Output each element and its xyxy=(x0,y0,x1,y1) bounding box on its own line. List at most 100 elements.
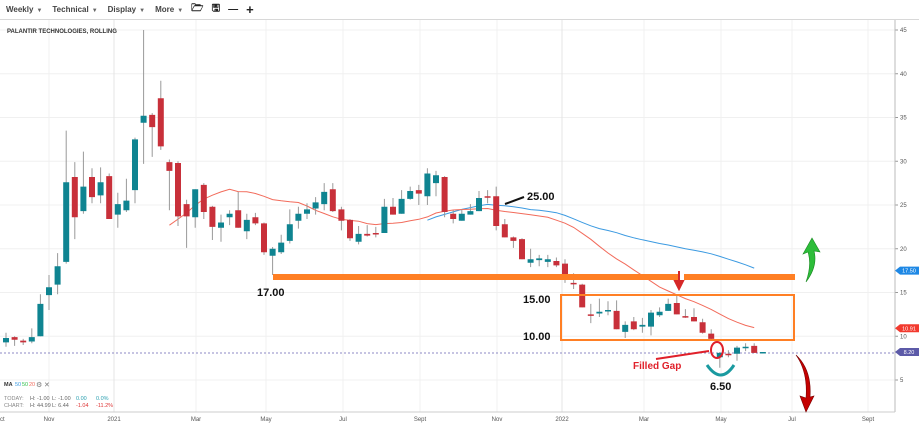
chevron-down-icon: ▼ xyxy=(36,8,43,14)
candle-up xyxy=(355,233,362,242)
support-label: 17.00 xyxy=(257,287,285,299)
x-tick-label: Sept xyxy=(862,417,875,423)
box-bottom-label: 10.00 xyxy=(523,331,551,343)
ma-period: 50 xyxy=(22,382,28,388)
x-tick-label: Nov xyxy=(492,417,503,423)
menu-weekly[interactable]: Weekly ▼ xyxy=(6,5,42,14)
zoom-out-icon[interactable]: — xyxy=(228,4,239,15)
box-top-label: 15.00 xyxy=(523,294,551,306)
filled-gap-label: Filled Gap xyxy=(633,361,681,372)
candle-down xyxy=(157,98,164,147)
candle-up xyxy=(140,115,147,123)
candle-up xyxy=(63,182,70,262)
candle-down xyxy=(71,177,78,218)
candle-up xyxy=(527,259,534,263)
candle-down xyxy=(699,322,706,333)
gap-pointer xyxy=(655,350,710,360)
candle-down xyxy=(338,209,345,221)
arrow-down-icon xyxy=(795,354,815,413)
candle-up xyxy=(742,346,749,349)
today-high: H: -1.00 xyxy=(30,396,50,402)
arrow-up-icon xyxy=(802,237,821,283)
folder-icon[interactable]: 🗁 xyxy=(191,3,204,14)
ma-period: 50 xyxy=(15,382,21,388)
menu-display[interactable]: Display ▼ xyxy=(108,5,145,14)
price-tag xyxy=(895,348,919,356)
candle-up xyxy=(648,312,654,327)
candle-up xyxy=(381,206,388,233)
candle-up xyxy=(278,242,285,253)
save-icon[interactable]: 🖫 xyxy=(211,3,221,14)
candle-down xyxy=(682,316,689,318)
price-tag-label: 8.20 xyxy=(904,350,915,356)
candle-down xyxy=(261,223,267,253)
today-change: 0.00 xyxy=(76,396,87,402)
candle-down xyxy=(484,196,491,198)
candle-up xyxy=(123,200,130,211)
candle-up xyxy=(286,224,293,241)
candle-down xyxy=(415,190,422,194)
resistance-label: 25.00 xyxy=(527,191,555,203)
candle-up xyxy=(226,213,233,218)
candle-up xyxy=(759,352,766,354)
candle-up xyxy=(424,173,431,197)
candle-down xyxy=(441,177,448,212)
chart-low: L: 6.44 xyxy=(52,403,69,409)
price-tag xyxy=(895,324,919,333)
candle-down xyxy=(519,239,525,260)
candle-up xyxy=(54,266,61,285)
candle-up xyxy=(536,258,543,261)
chart-percent: -11.2% xyxy=(96,403,113,409)
x-tick-label: May xyxy=(715,417,726,423)
menu-more[interactable]: More ▼ xyxy=(155,5,183,14)
candle-down xyxy=(329,189,336,212)
candle-up xyxy=(37,303,44,337)
low-label: 6.50 xyxy=(710,381,731,393)
candle-down xyxy=(751,345,758,353)
chart-change: -1.04 xyxy=(76,403,89,409)
candle-up xyxy=(114,204,121,215)
x-tick-label: Nov xyxy=(44,417,55,423)
menu-label: Display xyxy=(107,5,137,14)
x-tick-label: 2022 xyxy=(555,417,569,423)
candle-up xyxy=(622,324,629,332)
chart-title: PALANTIR TECHNOLOGIES, ROLLING xyxy=(7,29,117,35)
candle-down xyxy=(708,333,715,339)
ma-period: 20 xyxy=(29,382,35,388)
today-percent: 0.0% xyxy=(96,396,109,402)
bottom-curve xyxy=(705,364,736,377)
candle-down xyxy=(183,204,190,217)
candle-up xyxy=(398,198,405,214)
candle-up xyxy=(544,259,551,262)
y-tick-label: 35 xyxy=(900,116,907,122)
menu-technical[interactable]: Technical ▼ xyxy=(52,5,97,14)
chevron-down-icon: ▼ xyxy=(177,8,184,14)
candle-up xyxy=(97,182,104,196)
zoom-in-icon[interactable]: + xyxy=(246,2,254,17)
gear-icon[interactable]: ⚙ xyxy=(36,381,42,389)
candle-up xyxy=(734,347,740,354)
chevron-down-icon: ▼ xyxy=(139,8,146,14)
candle-up xyxy=(596,311,603,314)
candle-down xyxy=(200,184,207,212)
candle-down xyxy=(691,317,697,322)
chevron-down-icon: ▼ xyxy=(91,8,98,14)
chart-high: H: 44.99 xyxy=(30,403,51,409)
candle-up xyxy=(28,337,35,342)
support-line xyxy=(273,274,678,280)
candle-down xyxy=(501,224,508,238)
candle-down xyxy=(106,176,113,219)
candle-up xyxy=(665,303,672,311)
candle-up xyxy=(407,191,414,199)
toolbar: Weekly ▼ Technical ▼ Display ▼ More ▼ 🗁 🖫 — … xyxy=(0,0,919,20)
y-tick-label: 25 xyxy=(900,203,907,209)
candle-up xyxy=(467,211,474,215)
close-icon[interactable]: ✕ xyxy=(44,382,50,389)
chart-label: CHART: xyxy=(4,403,24,409)
candle-up xyxy=(321,191,328,205)
candle-up xyxy=(80,186,87,212)
candle-down xyxy=(235,210,242,228)
candle-up xyxy=(476,198,482,212)
y-tick-label: 5 xyxy=(900,378,904,384)
